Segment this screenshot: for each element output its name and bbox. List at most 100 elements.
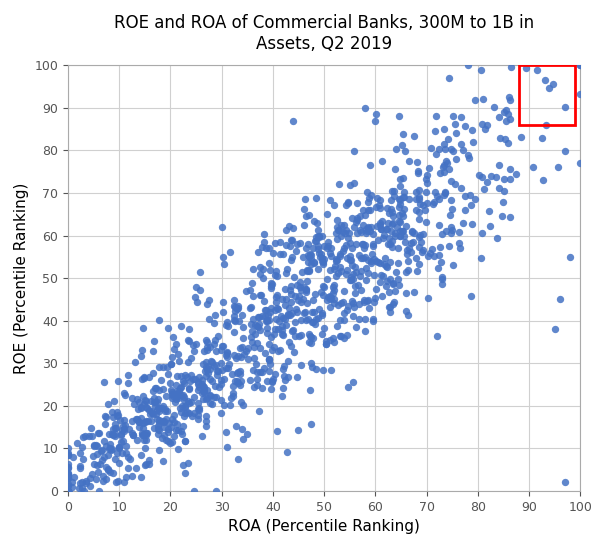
Point: [364, 194, 374, 203]
Point: [248, 315, 258, 323]
Point: [252, 338, 262, 347]
Point: [464, 154, 474, 163]
Point: [270, 271, 280, 280]
Point: [293, 426, 303, 435]
Point: [323, 242, 333, 250]
Point: [450, 180, 459, 189]
Point: [339, 287, 349, 296]
Point: [359, 296, 368, 305]
Point: [198, 379, 207, 388]
Point: [364, 304, 374, 312]
Point: [110, 455, 120, 464]
Point: [144, 456, 154, 465]
Point: [101, 412, 110, 420]
Point: [311, 233, 321, 242]
Point: [278, 383, 288, 392]
Point: [331, 257, 341, 266]
Point: [341, 241, 351, 250]
Point: [238, 425, 247, 433]
Point: [381, 261, 391, 270]
Point: [118, 422, 128, 431]
Point: [317, 231, 327, 240]
Point: [361, 276, 371, 284]
Point: [259, 237, 268, 246]
Point: [276, 312, 286, 321]
Point: [187, 412, 197, 420]
Point: [101, 420, 110, 429]
Point: [284, 338, 294, 346]
Point: [127, 394, 136, 403]
Point: [161, 407, 170, 416]
Point: [259, 297, 268, 306]
Point: [195, 267, 205, 276]
Point: [136, 450, 146, 459]
Point: [317, 254, 327, 262]
Point: [494, 161, 504, 170]
Point: [176, 372, 185, 380]
Point: [361, 264, 371, 273]
Point: [248, 265, 258, 274]
Point: [209, 393, 219, 402]
Point: [331, 229, 341, 238]
Point: [130, 358, 140, 367]
Point: [432, 332, 442, 340]
Point: [304, 258, 313, 266]
Point: [528, 163, 538, 172]
Point: [248, 366, 258, 375]
Point: [398, 174, 408, 182]
Point: [142, 429, 152, 437]
Point: [394, 112, 404, 121]
Point: [141, 460, 150, 469]
Point: [477, 228, 487, 237]
Point: [250, 343, 259, 352]
Point: [63, 473, 73, 482]
Point: [217, 222, 227, 231]
Point: [336, 220, 346, 229]
Point: [329, 201, 339, 210]
Point: [241, 347, 251, 356]
Point: [265, 360, 275, 369]
Point: [204, 368, 213, 377]
Point: [167, 353, 176, 362]
Point: [350, 282, 360, 290]
Point: [104, 465, 113, 474]
Point: [308, 318, 318, 327]
Point: [278, 330, 288, 339]
Point: [350, 262, 360, 271]
Point: [395, 231, 405, 240]
Point: [280, 301, 290, 310]
Point: [233, 377, 242, 386]
Point: [285, 303, 295, 312]
Point: [119, 427, 129, 436]
Point: [201, 362, 211, 371]
Point: [339, 220, 349, 229]
Point: [124, 464, 133, 472]
Point: [284, 357, 293, 366]
Point: [349, 302, 359, 311]
Point: [318, 281, 328, 290]
Point: [382, 277, 391, 286]
Point: [93, 461, 102, 470]
Point: [128, 472, 138, 481]
Point: [388, 280, 398, 289]
Point: [359, 297, 369, 306]
Point: [342, 305, 352, 314]
Point: [211, 393, 221, 402]
Point: [301, 244, 311, 253]
Point: [311, 237, 321, 246]
Point: [197, 431, 207, 440]
Point: [565, 253, 574, 261]
Point: [205, 391, 215, 400]
Point: [108, 469, 118, 477]
Point: [318, 366, 327, 374]
Point: [63, 487, 73, 495]
Point: [393, 259, 403, 267]
Point: [348, 275, 358, 283]
Point: [358, 254, 368, 262]
Point: [325, 196, 335, 204]
Point: [448, 112, 458, 121]
Point: [205, 315, 215, 323]
Point: [279, 372, 288, 380]
Point: [228, 381, 238, 390]
Point: [284, 311, 293, 320]
